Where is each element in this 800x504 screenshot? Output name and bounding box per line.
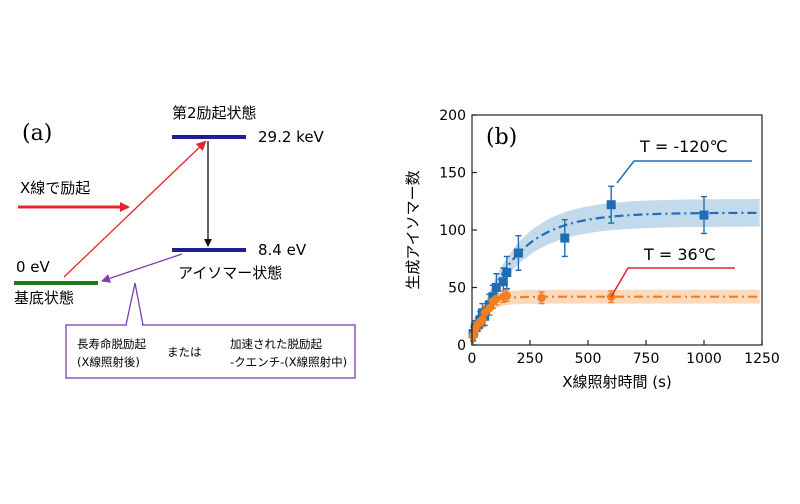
callout-left-line2: (X線照射後) <box>77 355 140 369</box>
x-axis: 0 250 500 750 1000 1250 <box>468 340 780 367</box>
cold-series-label: T = -120℃ <box>639 137 728 156</box>
cold-series-leader <box>616 160 752 184</box>
fit-curve-cold <box>470 211 760 346</box>
y-tick-label: 100 <box>439 223 466 239</box>
x-tick-label: 1250 <box>744 351 780 367</box>
data-point-cold <box>502 268 512 278</box>
callout-pointer <box>125 282 144 326</box>
callout-middle: または <box>167 345 202 359</box>
data-point-warm <box>485 304 494 313</box>
x-tick-label: 500 <box>575 351 602 367</box>
isomer-level-name: アイソマー状態 <box>178 264 282 282</box>
data-point-cold <box>560 233 570 243</box>
panel-a-label: (a) <box>22 121 52 146</box>
data-point-warm <box>468 331 478 340</box>
data-point-warm <box>492 294 501 304</box>
panel-a: (a) 第2励起状態 29.2 keV 8.4 eV アイソマー状態 0 eV … <box>14 104 356 379</box>
x-tick-label: 250 <box>517 351 544 367</box>
x-axis-label: X線照射時間 (s) <box>562 373 672 391</box>
y-tick-label: 150 <box>439 166 466 182</box>
data-point-cold <box>699 210 709 220</box>
data-point-cold <box>606 200 616 210</box>
y-axis: 0 50 100 150 200 <box>439 108 477 354</box>
x-tick-label: 0 <box>468 351 477 367</box>
isomer-level-energy: 8.4 eV <box>258 241 307 259</box>
ground-level-name: 基底状態 <box>14 289 74 307</box>
ground-level-energy: 0 eV <box>16 258 51 276</box>
data-point-warm <box>537 293 546 303</box>
data-point-warm <box>478 315 487 324</box>
callout-box <box>65 324 356 379</box>
y-tick-label: 50 <box>448 281 466 297</box>
excitation-transition-arrow <box>63 140 207 278</box>
excitation-label: X線で励起 <box>20 179 90 197</box>
excited-level-energy: 29.2 keV <box>258 128 325 146</box>
data-point-cold <box>513 248 523 258</box>
x-tick-label: 1000 <box>686 351 722 367</box>
fit-curves <box>470 211 760 346</box>
data-point-warm <box>502 291 511 300</box>
panel-b: 0 250 500 750 1000 1250 0 50 100 150 200 (b) T = … <box>404 108 780 391</box>
panel-b-label: (b) <box>486 125 517 150</box>
callout-right-line1: 加速された脱励起 <box>230 337 322 351</box>
x-tick-label: 750 <box>633 351 660 367</box>
warm-series-leader <box>610 267 735 298</box>
confidence-bands <box>472 199 760 345</box>
data-points <box>468 200 709 340</box>
confidence-band-cold <box>472 199 760 345</box>
y-tick-label: 200 <box>439 108 466 124</box>
fit-curve-warm <box>470 295 760 346</box>
deexcitation-arrow <box>101 253 183 283</box>
warm-series-label: T = 36℃ <box>643 245 716 264</box>
callout-left-line1: 長寿命脱励起 <box>77 337 146 351</box>
y-axis-label: 生成アイソマー数 <box>404 170 422 289</box>
callout-right-line2: -クエンチ-(X線照射中) <box>230 355 347 369</box>
data-point-cold <box>498 277 508 287</box>
excited-level-name: 第2励起状態 <box>172 104 257 122</box>
y-tick-label: 0 <box>457 338 466 354</box>
data-point-cold <box>491 283 501 292</box>
